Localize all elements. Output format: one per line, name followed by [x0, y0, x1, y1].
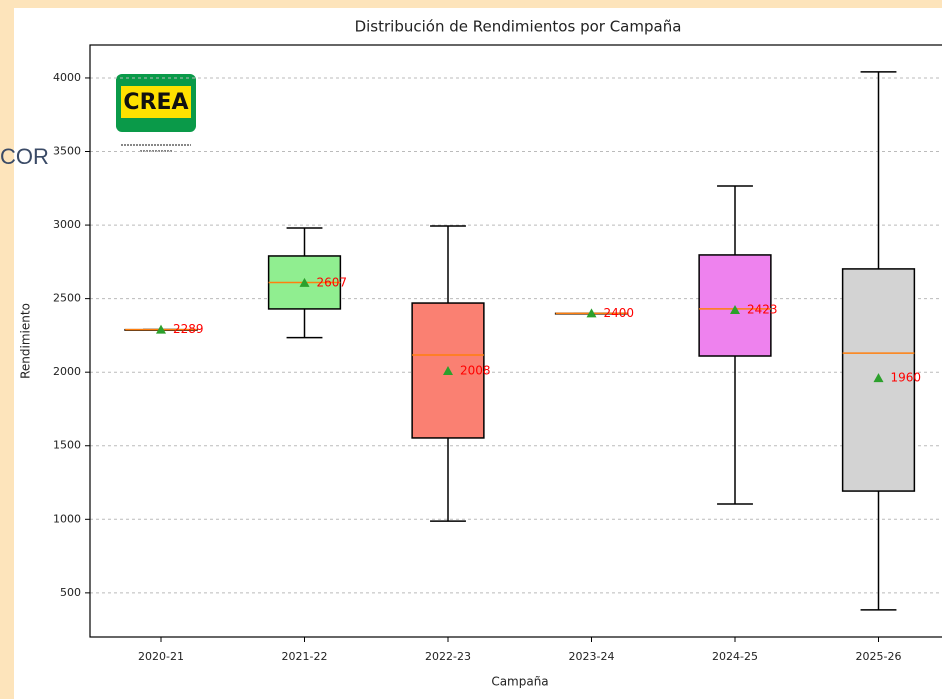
- y-tick-label: 4000: [53, 71, 81, 84]
- x-tick-label: 2020-21: [138, 650, 184, 663]
- mean-marker: [586, 308, 597, 318]
- box: [698, 254, 772, 357]
- x-axis-label: Campaña: [491, 675, 548, 689]
- x-tick-label: 2025-26: [856, 650, 902, 663]
- y-axis-label: Rendimiento: [19, 303, 33, 379]
- mean-label: 1960: [891, 371, 922, 385]
- logo: CREA: [116, 74, 196, 152]
- x-tick-label: 2021-22: [282, 650, 328, 663]
- mean-marker: [873, 373, 884, 383]
- mean-marker: [443, 366, 453, 376]
- mean-marker: [156, 324, 166, 334]
- mean-marker: [730, 304, 740, 314]
- y-tick-label: 3500: [53, 145, 81, 158]
- y-tick-label: 1500: [53, 439, 81, 452]
- x-tick-label: 2023-24: [569, 650, 615, 663]
- chart-title: Distribución de Rendimientos por Campaña: [355, 18, 682, 36]
- y-tick-label: 1000: [53, 512, 81, 525]
- axes-frame: [89, 44, 942, 638]
- side-text: COR: [0, 144, 49, 169]
- mean-label: 2400: [604, 306, 635, 320]
- x-tick-label: 2022-23: [425, 650, 471, 663]
- x-tick-label: 2024-25: [712, 650, 758, 663]
- logo-band: [121, 86, 191, 118]
- logo-text: CREA: [123, 90, 188, 115]
- y-tick-label: 500: [60, 586, 81, 599]
- y-tick-label: 2000: [53, 365, 81, 378]
- mean-label: 2289: [173, 322, 204, 336]
- mean-label: 2607: [317, 275, 348, 289]
- mean-label: 2008: [460, 364, 491, 378]
- y-tick-label: 3000: [53, 218, 81, 231]
- y-tick-label: 2500: [53, 292, 81, 305]
- mean-marker: [299, 277, 310, 287]
- mean-label: 2423: [747, 302, 778, 316]
